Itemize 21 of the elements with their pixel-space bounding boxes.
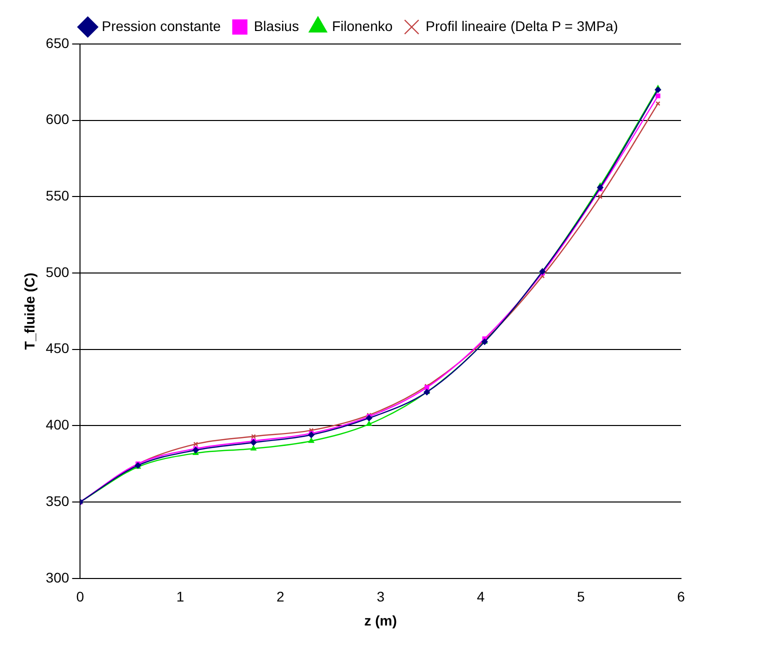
- x-tick-label: 0: [76, 588, 84, 605]
- legend-label: Pression constante: [102, 18, 222, 34]
- y-tick-label: 650: [46, 34, 70, 51]
- x-tick-label: 2: [276, 588, 285, 605]
- y-tick-label: 350: [46, 492, 70, 509]
- y-tick-label: 500: [46, 264, 70, 280]
- y-tick-label: 450: [46, 340, 70, 356]
- legend-label: Filonenko: [332, 18, 393, 34]
- y-tick-label: 600: [46, 111, 70, 128]
- y-tick-label: 550: [46, 188, 70, 204]
- x-tick-label: 3: [376, 588, 385, 605]
- x-axis-title: z (m): [364, 612, 397, 628]
- x-tick-label: 6: [677, 588, 686, 605]
- x-tick-label: 4: [476, 588, 485, 605]
- x-tick-label: 1: [176, 588, 184, 605]
- y-axis-title: T_fluide (C): [21, 272, 38, 350]
- y-tick-label: 400: [46, 416, 70, 433]
- legend-label: Profil lineaire (Delta P = 3MPa): [426, 18, 618, 34]
- y-tick-label: 300: [46, 569, 70, 586]
- legend-label: Blasius: [254, 18, 299, 34]
- x-tick-label: 5: [576, 588, 585, 605]
